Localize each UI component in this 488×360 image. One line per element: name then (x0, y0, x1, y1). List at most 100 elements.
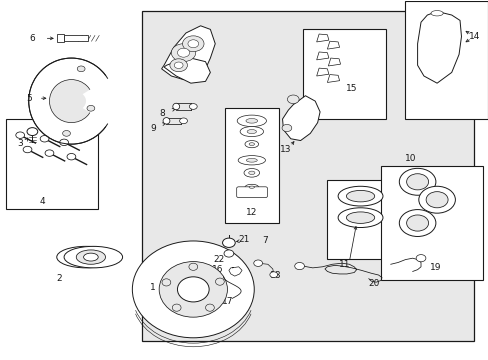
Ellipse shape (406, 215, 427, 231)
Ellipse shape (188, 263, 197, 270)
Ellipse shape (425, 192, 447, 208)
Circle shape (174, 62, 183, 68)
Polygon shape (282, 96, 320, 140)
Circle shape (282, 125, 291, 132)
Text: 6: 6 (29, 34, 35, 43)
Wedge shape (82, 71, 135, 131)
Ellipse shape (430, 10, 442, 16)
Ellipse shape (246, 158, 257, 162)
Circle shape (269, 272, 277, 278)
Ellipse shape (346, 212, 374, 224)
Text: 16: 16 (211, 265, 223, 274)
Circle shape (23, 146, 32, 153)
Polygon shape (316, 52, 328, 60)
Text: 21: 21 (238, 235, 250, 244)
Text: 10: 10 (404, 154, 415, 163)
Circle shape (171, 44, 195, 62)
Text: 19: 19 (429, 264, 441, 273)
Circle shape (62, 131, 70, 136)
Ellipse shape (248, 143, 254, 145)
Circle shape (287, 95, 299, 104)
Ellipse shape (29, 58, 114, 144)
Bar (64, 36, 88, 41)
Circle shape (222, 238, 235, 247)
Circle shape (182, 36, 203, 51)
Text: 15: 15 (346, 84, 357, 93)
Ellipse shape (244, 184, 258, 190)
Polygon shape (316, 68, 328, 76)
Ellipse shape (237, 115, 266, 127)
Ellipse shape (248, 171, 254, 175)
Ellipse shape (57, 246, 115, 268)
Circle shape (415, 255, 425, 262)
Ellipse shape (246, 130, 256, 134)
Text: 3: 3 (17, 139, 23, 148)
Ellipse shape (406, 174, 427, 190)
Circle shape (60, 139, 68, 145)
Polygon shape (328, 58, 340, 66)
Ellipse shape (163, 118, 169, 124)
Ellipse shape (418, 186, 454, 213)
Circle shape (189, 104, 197, 109)
Ellipse shape (248, 186, 254, 188)
Ellipse shape (244, 168, 259, 177)
Polygon shape (161, 26, 215, 80)
Polygon shape (327, 41, 339, 49)
Ellipse shape (177, 277, 209, 302)
Ellipse shape (337, 208, 382, 228)
Ellipse shape (172, 103, 179, 110)
Circle shape (253, 260, 262, 266)
Text: 11: 11 (338, 260, 349, 269)
Ellipse shape (172, 304, 181, 311)
Text: 20: 20 (367, 279, 379, 288)
Text: 18: 18 (270, 270, 282, 279)
Ellipse shape (49, 80, 93, 123)
Polygon shape (316, 34, 328, 42)
Polygon shape (228, 267, 242, 276)
Circle shape (224, 250, 233, 257)
Circle shape (187, 40, 198, 48)
Bar (224, 108, 278, 223)
Ellipse shape (346, 190, 374, 202)
Circle shape (67, 153, 76, 160)
Text: 9: 9 (150, 123, 155, 132)
Polygon shape (163, 58, 210, 83)
Ellipse shape (337, 186, 382, 206)
Circle shape (294, 262, 304, 270)
Text: 4: 4 (39, 197, 45, 206)
Ellipse shape (399, 210, 435, 237)
Text: 1: 1 (150, 283, 155, 292)
Circle shape (45, 150, 54, 156)
Bar (327, 180, 390, 259)
Ellipse shape (132, 241, 254, 338)
Text: 8: 8 (160, 109, 165, 118)
Ellipse shape (76, 250, 105, 264)
Text: 22: 22 (213, 255, 224, 264)
Text: 12: 12 (245, 208, 257, 217)
Polygon shape (417, 12, 461, 83)
Circle shape (40, 135, 49, 142)
Circle shape (77, 66, 85, 72)
Text: 14: 14 (468, 32, 480, 41)
Ellipse shape (205, 304, 214, 311)
Text: 13: 13 (280, 145, 291, 154)
Ellipse shape (159, 262, 227, 317)
Bar (380, 166, 483, 280)
Ellipse shape (83, 253, 98, 261)
Ellipse shape (399, 168, 435, 195)
Circle shape (16, 132, 24, 138)
Ellipse shape (215, 278, 224, 285)
Text: 5: 5 (26, 94, 32, 103)
Bar (142, 12, 473, 341)
Ellipse shape (240, 127, 263, 136)
Text: 17: 17 (221, 297, 233, 306)
Ellipse shape (64, 246, 122, 268)
Polygon shape (327, 75, 339, 82)
Text: 7: 7 (262, 237, 267, 246)
FancyBboxPatch shape (236, 187, 267, 198)
Circle shape (169, 59, 187, 72)
Circle shape (179, 118, 187, 124)
Ellipse shape (162, 279, 170, 286)
Text: 2: 2 (56, 274, 62, 283)
Ellipse shape (238, 156, 265, 165)
